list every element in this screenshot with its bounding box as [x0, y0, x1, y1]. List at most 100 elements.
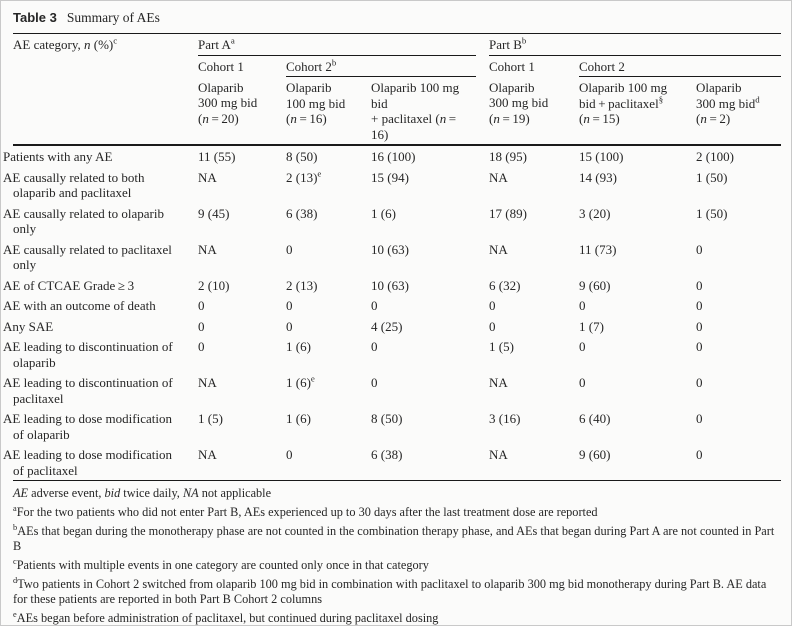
table-row: AE causally related to olaparib only 9 (4…: [3, 203, 781, 239]
table-row: AE leading to dose modification of pacli…: [3, 444, 781, 481]
column-gap: [476, 167, 489, 203]
cell-value: 11 (73): [579, 241, 617, 257]
cell-value: 0: [696, 241, 703, 257]
cell-value: 2 (13): [286, 277, 318, 293]
table-row: AE causally related to paclitaxel only NA…: [3, 239, 781, 275]
footnote: cPatients with multiple events in one ca…: [13, 557, 429, 573]
footnote: bAEs that began during the monotherapy p…: [13, 522, 775, 554]
cell-value: NA: [198, 241, 217, 257]
cell-value: 0: [696, 411, 703, 426]
part-b-cohort1-header: Cohort 1: [489, 58, 535, 74]
part-b-header: Part Bb: [489, 33, 782, 56]
cell-value: 0: [696, 339, 703, 354]
cell-value: 8 (50): [286, 149, 318, 164]
cell-value: 8 (50): [371, 411, 403, 426]
row-label: Patients with any AE: [3, 149, 113, 164]
cell-value: 0: [198, 339, 205, 354]
cell-value: 6 (40): [579, 411, 611, 426]
table-row: AE leading to dose modification of olapa…: [3, 408, 781, 444]
cell-value: 0: [286, 241, 293, 257]
row-label: AE causally related to olaparib only: [3, 205, 164, 237]
header-row-parts: AE category, n (%)c Part Aa Part Bb: [13, 33, 782, 146]
row-label: AE causally related to paclitaxel only: [3, 241, 172, 273]
cell-value: 1 (50): [696, 169, 728, 185]
table-row: AE leading to discontinuation of paclita…: [3, 372, 781, 408]
cell-value: 0: [198, 318, 205, 334]
cell-value: 3 (16): [489, 411, 521, 426]
row-label: AE leading to discontinuation of olapari…: [3, 339, 173, 370]
part-a-cohort2-header: Cohort 2b: [286, 55, 477, 77]
row-label: AE with an outcome of death: [3, 298, 156, 313]
cell-value: 14 (93): [579, 169, 617, 185]
column-gap: [476, 145, 489, 167]
cell-value: 16 (100): [371, 149, 416, 164]
table-row: Patients with any AE 11 (55) 8 (50) 16 (100…: [3, 145, 781, 167]
column-gap: [476, 239, 489, 275]
cell-value: 0: [579, 298, 586, 313]
cell-value: 1 (6): [286, 411, 311, 426]
column-gap: [476, 295, 489, 316]
table-header: AE category, n (%)c Part Aa Part Bb Coho…: [13, 33, 782, 146]
cell-value: 9 (60): [579, 447, 611, 462]
cell-value: NA: [489, 169, 508, 185]
cell-value: 0: [579, 375, 586, 390]
cell-value: 0: [489, 318, 496, 334]
column-gap: [476, 275, 489, 296]
cell-value: 11 (55): [198, 149, 236, 164]
cell-value: NA: [489, 375, 508, 390]
cell-value: 15 (100): [579, 149, 624, 164]
cell-value: 1 (7): [579, 318, 604, 334]
cell-value: 10 (63): [371, 277, 409, 293]
cell-value: 2 (13)e: [286, 168, 322, 185]
cell-value: 6 (32): [489, 277, 521, 293]
column-header-a-cohort2-olaparib-100: Olaparib 100 mg bid (n = 16): [286, 76, 371, 146]
table-row: AE leading to discontinuation of olapari…: [3, 336, 781, 372]
cell-value: 15 (94): [371, 169, 409, 185]
cell-value: 2 (10): [198, 277, 230, 293]
cell-value: 6 (38): [286, 205, 318, 221]
stub-header: AE category, n (%)c: [13, 33, 198, 146]
cell-value: NA: [489, 447, 508, 462]
table-number: Table 3: [13, 10, 57, 25]
cell-value: 0: [371, 375, 378, 390]
cell-value: 6 (38): [371, 447, 403, 462]
cell-value: 9 (60): [579, 277, 611, 293]
cell-value: 0: [286, 447, 293, 462]
column-gap: [476, 372, 489, 408]
cell-value: 2 (100): [696, 149, 734, 164]
table-title: Summary of AEs: [66, 10, 160, 25]
table-row: Any SAE 0 0 4 (25) 0 1 (7) 0: [3, 316, 781, 337]
header-row-cohorts: Cohort 1 Cohort 2b Cohort 1 Cohort 2: [13, 55, 782, 77]
cell-value: NA: [489, 241, 508, 257]
cell-value: NA: [198, 375, 217, 390]
footnote: eAEs began before administration of pacl…: [13, 610, 439, 626]
cell-value: 1 (50): [696, 205, 728, 221]
cell-value: 0: [286, 298, 293, 313]
column-gap: [476, 444, 489, 481]
column-gap: [476, 408, 489, 444]
cell-value: 1 (5): [198, 411, 223, 426]
cell-value: 9 (45): [198, 205, 230, 221]
column-header-a-cohort2-olaparib-paclitaxel: Olaparib 100 mg bid + paclitaxel (n = 16…: [371, 76, 477, 146]
cell-value: 0: [198, 298, 205, 313]
column-gap: [476, 336, 489, 372]
cell-value: NA: [198, 447, 217, 462]
footnote: dTwo patients in Cohort 2 switched from …: [13, 575, 767, 607]
part-a-cohort1-header: Cohort 1: [198, 58, 244, 74]
cell-value: 0: [696, 298, 703, 313]
ae-summary-table: AE category, n (%)c Part Aa Part Bb Coho…: [3, 33, 782, 481]
cell-value: 0: [286, 318, 293, 334]
part-b-cohort2-header: Cohort 2: [579, 55, 782, 77]
cell-value: 0: [696, 277, 703, 293]
cell-value: 1 (6): [371, 205, 396, 221]
cell-value: 0: [579, 339, 586, 354]
cell-value: 0: [371, 339, 378, 354]
part-a-header: Part Aa: [198, 33, 477, 56]
column-gap: [476, 33, 490, 146]
column-header-b-cohort2-olaparib-300: Olaparib 300 mg bidd (n = 2): [696, 76, 782, 146]
cell-value: 0: [696, 318, 703, 334]
row-label: Any SAE: [3, 318, 54, 334]
table-row: AE causally related to both olaparib and…: [3, 167, 781, 203]
column-header-b-cohort1-olaparib-300: Olaparib 300 mg bid (n = 19): [489, 76, 580, 146]
